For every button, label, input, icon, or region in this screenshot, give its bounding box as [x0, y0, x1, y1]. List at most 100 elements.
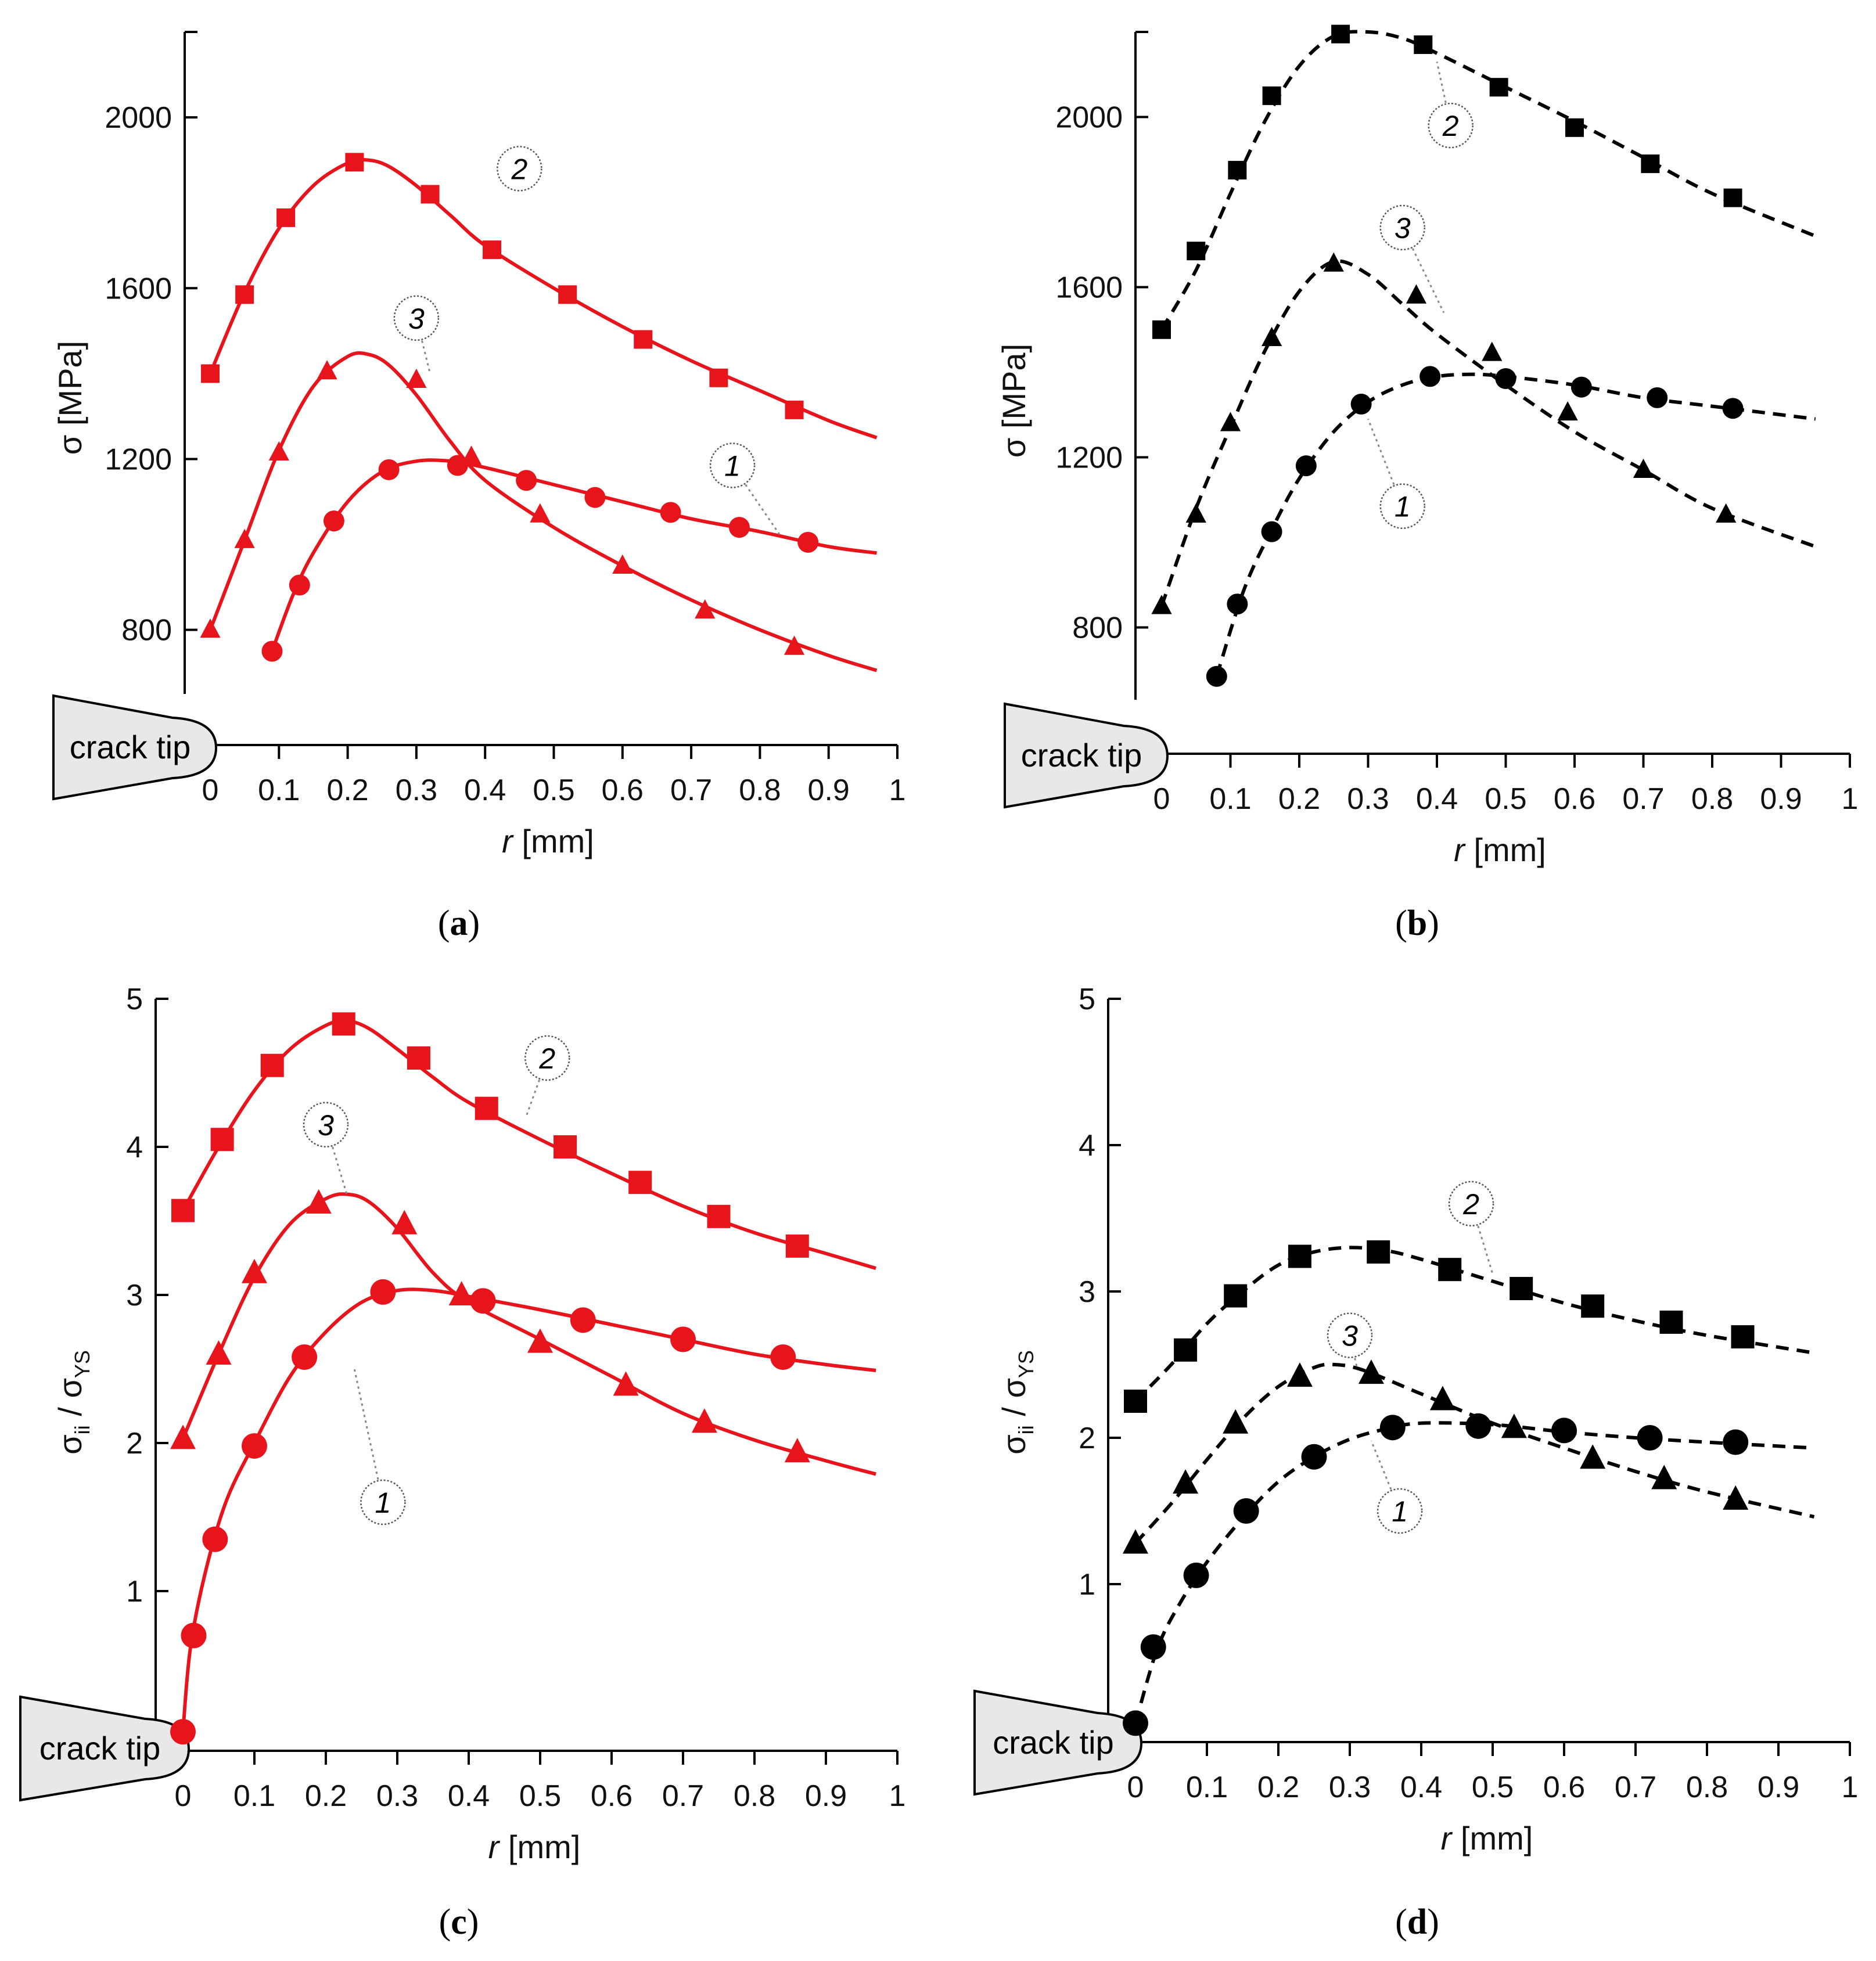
- x-tick-label: 0.8: [734, 1779, 775, 1813]
- x-tick-label: 0.6: [602, 773, 644, 807]
- callout-3-label: 3: [1395, 212, 1411, 244]
- series-3-point: [1429, 1386, 1455, 1411]
- panel-caption-letter: b: [1407, 904, 1427, 943]
- y-tick-label: 4: [126, 1131, 143, 1164]
- x-tick-label: 0.5: [1485, 782, 1526, 816]
- series-3-point: [1406, 284, 1427, 304]
- callout-1-label: 1: [724, 450, 741, 483]
- series-1-point: [1379, 1415, 1406, 1441]
- series-2-point: [201, 364, 220, 383]
- x-tick-label: 0.8: [1686, 1771, 1728, 1804]
- series-1-point: [1261, 521, 1282, 542]
- callout-2-circle: [497, 146, 542, 192]
- crack-tip-shape: [19, 1695, 191, 1802]
- series-1-point: [570, 1307, 596, 1333]
- series-2-curve: [181, 1019, 876, 1270]
- x-tick-label: 0.9: [808, 773, 850, 807]
- series-3-point: [461, 445, 482, 465]
- x-tick-label: 0.1: [233, 1779, 275, 1813]
- series-2-point: [407, 1046, 430, 1070]
- panel-caption-letter: c: [451, 1902, 467, 1942]
- x-axis-title-unit: [mm]: [499, 1829, 580, 1865]
- x-tick-label: 0.3: [1347, 782, 1389, 816]
- callout-3-circle: [393, 295, 440, 341]
- y-axis-title-sub2: YS: [1014, 1350, 1038, 1378]
- y-tick-label: 1: [1079, 1568, 1095, 1602]
- y-axis-title-main: σ: [995, 1434, 1032, 1455]
- y-tick-label: 3: [1079, 1275, 1095, 1309]
- y-tick-label: 2000: [1055, 100, 1123, 134]
- series-1-point: [1123, 1710, 1148, 1736]
- series-2-point: [210, 1128, 234, 1152]
- series-2-point: [1262, 86, 1281, 105]
- x-tick-label: 0.5: [519, 1779, 561, 1813]
- series-2-point: [1565, 118, 1584, 137]
- panel-caption-open: (: [438, 904, 450, 943]
- callout-2-leader: [524, 1057, 548, 1118]
- y-axis-title: σii / σYS: [52, 1350, 94, 1455]
- series-1-point: [584, 487, 606, 508]
- series-1-point: [1570, 376, 1592, 398]
- x-tick-label: 0.8: [739, 773, 781, 807]
- y-tick-label: 2000: [105, 101, 172, 135]
- series-2-point: [1174, 1338, 1198, 1362]
- y-axis-title-tail: / σ: [995, 1378, 1032, 1425]
- crack-tip-label: crack tip: [39, 1730, 161, 1766]
- x-axis-title-var: r: [488, 1829, 501, 1865]
- series-1-curve: [270, 458, 877, 652]
- series-1-point: [1301, 1444, 1327, 1470]
- x-tick-label: 0.4: [448, 1779, 490, 1813]
- series-1-point: [289, 574, 310, 596]
- series-1-point: [670, 1326, 696, 1352]
- series-2-point: [1152, 320, 1171, 339]
- y-axis-title-main: σ: [52, 1434, 88, 1455]
- callout-3-circle: [303, 1102, 349, 1147]
- series-3-point: [1723, 1485, 1749, 1510]
- series-3-point: [530, 503, 551, 523]
- series-3-point: [317, 360, 337, 380]
- callout-2-label: 2: [538, 1042, 555, 1075]
- callout-3-circle: [1379, 204, 1425, 251]
- series-3-point: [613, 1371, 639, 1396]
- panel-caption-close: ): [1427, 904, 1439, 943]
- crack-tip-shape: [973, 1689, 1143, 1796]
- panel-caption-close: ): [468, 904, 480, 943]
- x-tick-label: 0.6: [1554, 782, 1595, 816]
- panel-caption: (b): [1395, 904, 1439, 943]
- x-tick-label: 0: [1153, 782, 1170, 816]
- series-1-point: [378, 459, 400, 480]
- series-1-point: [1495, 368, 1516, 389]
- series-2-point: [475, 1096, 498, 1120]
- series-3-point: [1358, 1359, 1384, 1384]
- series-3-point: [1651, 1465, 1677, 1489]
- panel-d: 1 2 3 4 5 σii / σYS 0 0.1 0.2 0.3 0.4 0.5 0.6 0.7 0.8 0…: [973, 983, 1858, 1942]
- x-tick-label: 0.3: [396, 773, 437, 807]
- x-tick-label: 0: [175, 1779, 192, 1813]
- callout-3-label: 3: [318, 1109, 334, 1142]
- y-tick-label: 1200: [105, 442, 172, 476]
- series-3-point: [306, 1189, 332, 1214]
- crack-tip-label: crack tip: [70, 729, 191, 765]
- series-1-point: [1295, 455, 1317, 477]
- callout-2-label: 2: [1442, 110, 1459, 142]
- series-3-point: [1323, 252, 1344, 272]
- panel-caption: (a): [438, 904, 480, 943]
- panel-caption-close: ): [1427, 1902, 1439, 1942]
- x-axis-title: r [mm]: [1454, 832, 1546, 868]
- y-tick-label: 1: [126, 1575, 143, 1609]
- series-3-point: [1286, 1362, 1313, 1387]
- series-2-point: [332, 1012, 355, 1036]
- series-2-point: [276, 208, 296, 227]
- series-1-point: [1465, 1413, 1492, 1439]
- series-3-point: [1185, 503, 1206, 523]
- crack-tip-shape: [52, 694, 218, 801]
- y-axis-title-sub: ii: [70, 1425, 94, 1434]
- series-1-point: [660, 502, 681, 523]
- y-tick-label: 800: [1072, 611, 1123, 645]
- x-tick-label: 0.7: [1615, 1771, 1656, 1804]
- series-3-point: [1557, 401, 1578, 421]
- series-3-point: [1223, 1409, 1249, 1434]
- panel-caption: (d): [1395, 1902, 1439, 1942]
- y-tick-label: 2: [1079, 1422, 1095, 1455]
- y-tick-label: 5: [126, 983, 143, 1016]
